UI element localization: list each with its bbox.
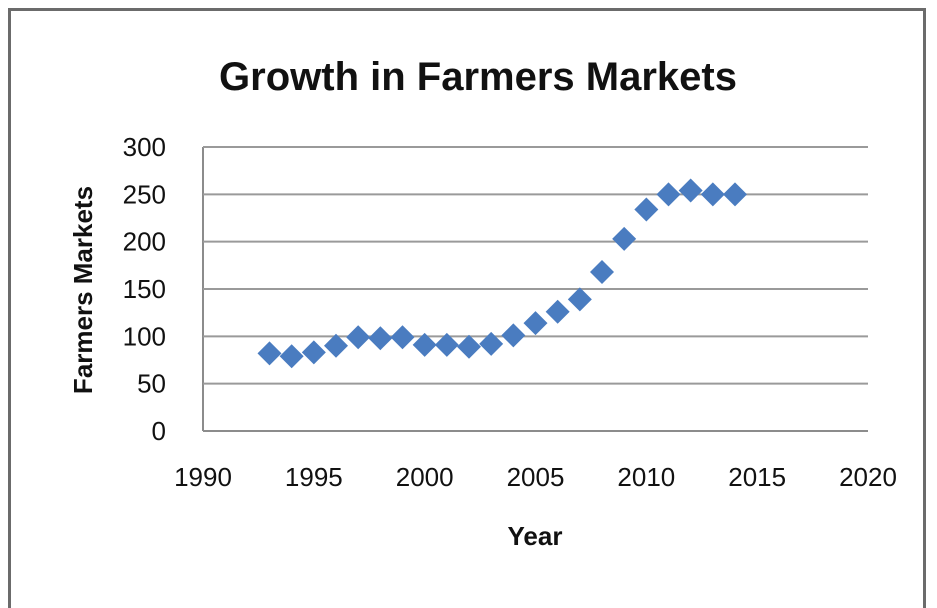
data-point bbox=[301, 340, 326, 365]
data-point bbox=[257, 341, 282, 366]
x-tick-label: 2000 bbox=[396, 462, 454, 492]
x-tick-labels: 1990 1995 2000 2005 2010 2015 2020 bbox=[174, 462, 897, 492]
y-tick-label: 200 bbox=[123, 227, 166, 257]
chart: Growth in Farmers Markets 0 50 100 150 200 25… bbox=[68, 55, 897, 551]
x-axis-title: Year bbox=[508, 521, 563, 551]
data-point bbox=[590, 259, 614, 284]
data-point bbox=[523, 311, 548, 336]
data-point bbox=[501, 323, 526, 348]
data-point bbox=[678, 178, 703, 203]
y-tick-label: 0 bbox=[152, 416, 166, 446]
data-point bbox=[412, 332, 437, 357]
x-tick-label: 2010 bbox=[617, 462, 675, 492]
data-point bbox=[279, 344, 304, 369]
y-tick-label: 250 bbox=[123, 179, 166, 209]
y-tick-labels: 0 50 100 150 200 250 300 bbox=[123, 132, 166, 446]
data-point bbox=[567, 287, 592, 312]
y-tick-label: 50 bbox=[137, 369, 166, 399]
data-point bbox=[434, 332, 459, 357]
data-point bbox=[545, 299, 570, 324]
data-point bbox=[700, 182, 725, 207]
y-axis-title: Farmers Markets bbox=[68, 186, 98, 394]
y-tick-label: 300 bbox=[123, 132, 166, 162]
x-tick-label: 1995 bbox=[285, 462, 343, 492]
chart-frame bbox=[8, 8, 926, 608]
data-point bbox=[479, 331, 504, 356]
data-point bbox=[634, 197, 659, 222]
data-points bbox=[257, 178, 747, 369]
data-point bbox=[390, 325, 415, 350]
data-point bbox=[723, 182, 747, 207]
data-point bbox=[368, 326, 393, 351]
x-tick-label: 2020 bbox=[839, 462, 897, 492]
y-tick-label: 150 bbox=[123, 274, 166, 304]
data-point bbox=[324, 333, 348, 358]
chart-title: Growth in Farmers Markets bbox=[219, 55, 737, 99]
data-point bbox=[656, 182, 681, 207]
x-tick-label: 1990 bbox=[174, 462, 232, 492]
data-point bbox=[346, 325, 371, 350]
data-point bbox=[457, 334, 481, 359]
gridlines bbox=[202, 146, 868, 432]
x-tick-label: 2005 bbox=[507, 462, 565, 492]
data-point bbox=[612, 226, 637, 251]
x-tick-label: 2015 bbox=[728, 462, 786, 492]
y-tick-label: 100 bbox=[123, 321, 166, 351]
